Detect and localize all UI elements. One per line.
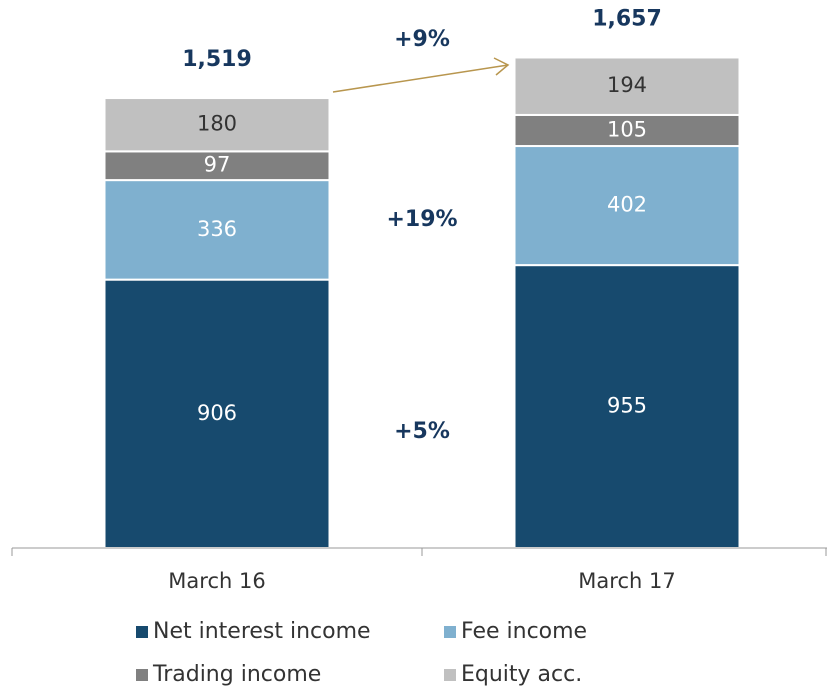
total-label: 1,519 (182, 47, 252, 72)
legend-swatch (136, 669, 148, 681)
bar-segment (513, 264, 741, 549)
growth-arrow (332, 64, 509, 93)
segment-label: 97 (204, 153, 231, 177)
bar-segment (103, 179, 331, 281)
total-label: 1,657 (592, 6, 662, 31)
legend-label: Net interest income (153, 619, 371, 644)
segment-label: 194 (607, 73, 647, 97)
bar-segment (513, 56, 741, 116)
segment-label: 955 (607, 394, 647, 418)
legend-label: Trading income (152, 662, 321, 687)
growth-annotation: +19% (386, 207, 457, 232)
growth-annotation: +9% (394, 27, 450, 52)
x-tick-label: March 17 (578, 569, 675, 593)
segment-label: 402 (607, 193, 647, 217)
bar-segment (103, 97, 331, 153)
segment-label: 180 (197, 112, 237, 136)
legend-swatch (136, 626, 148, 638)
legend-swatch (444, 626, 456, 638)
segment-label: 105 (607, 117, 647, 141)
segment-label: 906 (197, 401, 237, 425)
bar-segment (513, 113, 741, 148)
legend-swatch (444, 669, 456, 681)
bar-segment (513, 145, 741, 267)
x-tick-label: March 16 (168, 569, 265, 593)
growth-annotation: +5% (394, 419, 450, 444)
legend-label: Equity acc. (461, 662, 582, 687)
segment-label: 336 (197, 217, 237, 241)
legend-label: Fee income (461, 619, 587, 644)
growth-arrow-head (493, 57, 510, 76)
